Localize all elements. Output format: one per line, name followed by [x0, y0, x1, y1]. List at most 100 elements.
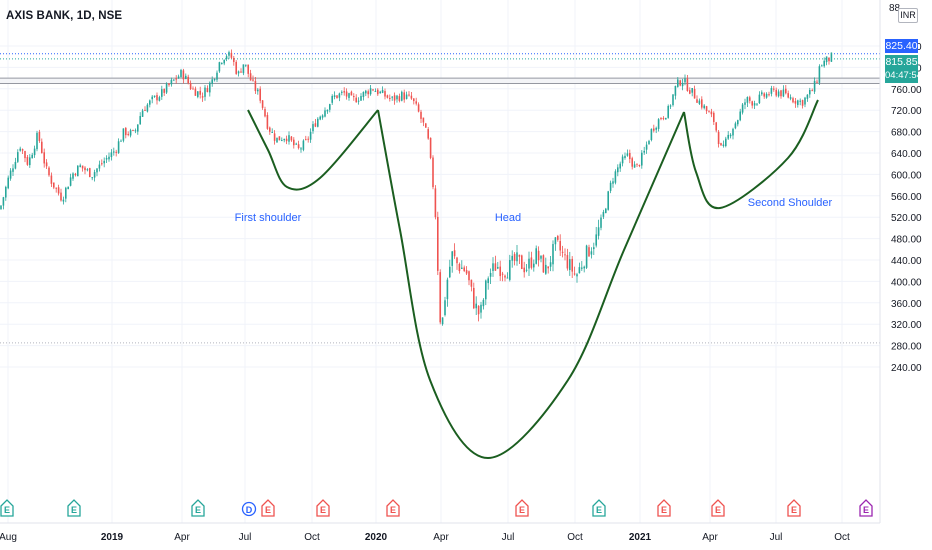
candle-body	[701, 99, 703, 108]
candle-body	[713, 112, 715, 122]
earnings-marker[interactable]: E	[657, 499, 671, 517]
candle-body	[216, 72, 218, 80]
candle-body	[722, 144, 725, 147]
candle-body	[465, 270, 468, 274]
candle-body	[110, 152, 113, 158]
earnings-marker[interactable]: E	[316, 499, 330, 517]
candle-body	[643, 150, 645, 153]
candle-body	[235, 61, 237, 74]
candle-body	[461, 267, 463, 269]
candle-body	[489, 272, 492, 277]
candle-body	[86, 169, 89, 171]
earnings-marker[interactable]: E	[592, 499, 606, 517]
pattern-curve	[683, 99, 819, 210]
candle-body	[593, 247, 595, 250]
earnings-marker[interactable]: E	[515, 499, 529, 517]
candle-body	[307, 138, 309, 140]
candle-body	[439, 272, 441, 323]
candle-body	[29, 157, 31, 166]
candle-body	[132, 129, 134, 131]
candle-body	[218, 62, 221, 72]
candle-body	[281, 140, 283, 142]
candle-body	[165, 83, 168, 93]
candle-body	[485, 280, 487, 300]
candle-body	[533, 263, 535, 268]
candle-body	[617, 167, 619, 173]
earnings-marker[interactable]: E	[386, 499, 400, 517]
candle-body	[667, 106, 669, 118]
candle-body	[189, 82, 192, 90]
candle-body	[187, 76, 189, 84]
candle-body	[309, 131, 312, 140]
earnings-flag	[711, 499, 725, 517]
candle-body	[665, 117, 667, 120]
earnings-marker[interactable]: E	[787, 499, 801, 517]
candle-body	[151, 96, 153, 100]
candle-body	[72, 173, 74, 179]
candle-body	[705, 106, 708, 112]
candle-body	[384, 91, 386, 97]
candle-body	[545, 264, 547, 274]
candle-body	[141, 110, 144, 117]
candle-body	[396, 95, 398, 100]
earnings-marker[interactable]: E	[0, 499, 14, 517]
y-tick-label: 760.00	[891, 85, 922, 96]
candle-body	[228, 52, 230, 56]
candle-body	[223, 59, 225, 64]
candle-body	[513, 254, 516, 261]
candle-body	[391, 96, 393, 98]
earnings-marker[interactable]: E	[261, 499, 275, 517]
candle-body	[595, 234, 597, 246]
earnings-marker[interactable]: E	[67, 499, 81, 517]
candle-body	[684, 78, 686, 83]
y-tick-label: 440.00	[891, 256, 922, 267]
candle-body	[749, 97, 751, 101]
candle-body	[237, 71, 240, 74]
candle-body	[590, 251, 593, 255]
candle-body	[259, 88, 261, 101]
candle-body	[261, 100, 264, 108]
earnings-marker[interactable]: E	[859, 499, 873, 517]
earnings-flag	[592, 499, 606, 517]
candle-body	[185, 75, 187, 79]
candle-body	[125, 127, 127, 136]
time-axis[interactable]: Aug 2019 Apr Jul Oct 2020 Apr Jul Oct 2021 Apr Jul O…	[0, 522, 880, 543]
event-letter: D	[246, 505, 253, 515]
candle-body	[254, 80, 257, 92]
horizontal-levels	[0, 53, 880, 344]
earnings-marker[interactable]: E	[191, 499, 205, 517]
candle-body	[653, 128, 655, 131]
candle-body	[597, 227, 600, 236]
candle-body	[799, 100, 801, 102]
event-letter: E	[715, 505, 721, 515]
candle-body	[93, 172, 96, 178]
earnings-flag	[67, 499, 81, 517]
candle-body	[403, 92, 405, 100]
candle-body	[245, 64, 247, 66]
countdown-tag: 04:47:54	[885, 69, 922, 83]
currency-toggle[interactable]: INR	[898, 8, 918, 23]
top-tick-label: 88	[889, 3, 901, 14]
candle-body	[547, 266, 549, 269]
candle-body	[585, 245, 588, 268]
candle-body	[91, 177, 93, 179]
candle-body	[672, 94, 674, 106]
candle-body	[405, 94, 408, 99]
candle-body	[336, 95, 338, 99]
annotation-label: First shoulder	[235, 212, 302, 224]
y-tick-label: 560.00	[891, 192, 922, 203]
candle-body	[806, 94, 809, 99]
candle-body	[53, 182, 55, 188]
candle-body	[818, 66, 821, 83]
dividend-marker[interactable]: D	[241, 501, 257, 517]
candle-body	[751, 101, 753, 106]
candle-body	[787, 93, 789, 98]
y-tick-label: 400.00	[891, 277, 922, 288]
candle-body	[554, 237, 557, 245]
candle-body	[497, 267, 499, 269]
annotation-label: Head	[495, 212, 521, 224]
candle-body	[233, 57, 235, 62]
candle-body	[343, 91, 345, 93]
earnings-marker[interactable]: E	[711, 499, 725, 517]
